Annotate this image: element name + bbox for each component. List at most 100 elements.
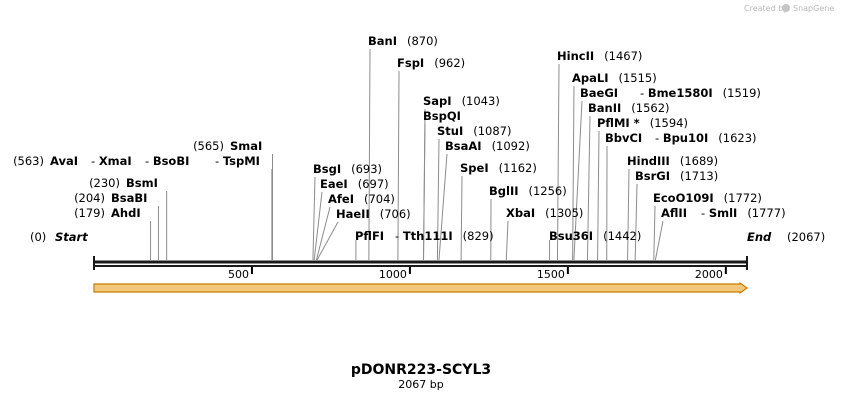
site-label-stuI[interactable]: StuI (1087) [437,124,512,138]
orf-arrow-shape[interactable] [93,281,749,295]
site-label-speI[interactable]: SpeI (1162) [460,161,537,175]
site-label-ahdI[interactable]: (179) AhdI [74,206,141,220]
site-pos-ecoO109I: (1772) [724,191,762,205]
site-name-bsmI: BsmI [126,176,158,190]
site-name-hincII: HincII [557,49,594,63]
leader-line-pflMI [597,130,600,261]
site-pos-tth111I: (829) [463,229,494,243]
site-pos-haeII: (706) [380,207,411,221]
site-label-bsaBI[interactable]: (204) BsaBI [74,191,147,205]
site-sep-bsoBI: - [145,154,153,168]
site-label-smaI[interactable]: (565) SmaI [193,139,262,153]
site-name-afeI: AfeI [328,192,354,206]
site-label-avaI[interactable]: (563) AvaI [13,154,78,168]
site-pos-banII: (1562) [631,101,669,115]
site-name-bpu10I: Bpu10I [663,131,708,145]
site-pos-smaI: (565) [193,139,224,153]
site-label-bsu36I[interactable]: Bsu36I (1442) [549,229,641,243]
leader-line-hincII [556,63,560,261]
branding-product: SnapGene [793,4,834,13]
site-label-bsaAI[interactable]: BsaAI (1092) [445,139,530,153]
leader-line-xbaI [505,220,509,261]
site-pos-fspI: (962) [434,56,465,70]
site-pos-eaeI: (697) [358,177,389,191]
leader-line-bspQI [423,123,426,261]
site-pos-bsaAI: (1092) [492,139,530,153]
site-name-pflMI: PflMI * [597,116,640,130]
site-label-ecoO109I[interactable]: EcoO109I (1772) [653,191,762,205]
site-label-banII[interactable]: BanII (1562) [588,101,670,115]
site-name-bsoBI: BsoBI [153,154,190,168]
site-label-aflII[interactable]: AflII [661,206,687,220]
site-label-bme1580I[interactable]: - Bme1580I (1519) [640,86,761,100]
site-label-apaLI[interactable]: ApaLI (1515) [572,71,657,85]
feature-arrow[interactable] [93,281,749,295]
ruler-tick-label: 2000 [695,268,723,281]
site-pos-ahdI: (179) [74,206,105,220]
site-name-banI: BanI [368,34,397,48]
site-name-bsgI: BsgI [313,162,341,176]
site-pos-bsmI: (230) [89,176,120,190]
site-label-tth111I[interactable]: - Tth111I (829) [395,229,494,243]
site-label-bbvCI[interactable]: BbvCI [605,131,642,145]
leader-line-speI [460,175,463,261]
site-name-xmaI: XmaI [99,154,132,168]
site-name-bsaBI: BsaBI [111,191,147,205]
site-name-bbvCI: BbvCI [605,131,642,145]
site-label-xbaI[interactable]: XbaI (1305) [506,206,583,220]
site-label-bsmI[interactable]: (230) BsmI [89,176,158,190]
site-pos-avaI: (563) [13,154,44,168]
leader-line-ecoO109I [653,205,656,261]
site-label-bspQI[interactable]: BspQI [423,109,461,123]
site-pos-sapI: (1043) [462,94,500,108]
site-label-sapI[interactable]: SapI (1043) [423,94,500,108]
site-name-ahdI: AhdI [111,206,141,220]
leader-line-bsgI [312,176,316,261]
site-name-aflII: AflII [661,206,687,220]
site-pos-bpu10I: (1623) [718,131,756,145]
site-name-stuI: StuI [437,124,463,138]
site-label-xmaI[interactable]: - XmaI [91,154,132,168]
site-sep-bpu10I: - [655,131,663,145]
site-label-haeII[interactable]: HaeII (706) [336,207,411,221]
site-name-sapI: SapI [423,94,452,108]
site-label-tspMI[interactable]: - TspMI [215,154,260,168]
site-label-pflFI[interactable]: PflFI [355,229,384,243]
site-name-haeII: HaeII [336,207,370,221]
site-label-banI[interactable]: BanI (870) [368,34,438,48]
site-name-bsu36I: Bsu36I [549,229,593,243]
site-label-bsrGI[interactable]: BsrGI (1713) [635,169,718,183]
site-name-smaI: SmaI [230,139,262,153]
site-label-bpu10I[interactable]: - Bpu10I (1623) [655,131,757,145]
site-label-fspI[interactable]: FspI (962) [397,56,465,70]
leader-line-apaLI [572,85,575,261]
site-name-avaI: AvaI [50,154,78,168]
site-label-bglII[interactable]: BglII (1256) [489,184,567,198]
start-pos: (0) [30,230,46,244]
site-label-smlI[interactable]: - SmlI (1777) [701,206,786,220]
site-label-eaeI[interactable]: EaeI (697) [320,177,389,191]
site-sep-bme1580I: - [640,86,648,100]
site-pos-bsgI: (693) [351,162,382,176]
map-title: pDONR223-SCYL3 2067 bp [351,362,491,391]
site-pos-afeI: (704) [364,192,395,206]
leader-line-banII [586,115,591,261]
site-pos-apaLI: (1515) [619,71,657,85]
site-label-hincII[interactable]: HincII (1467) [557,49,642,63]
start-label: (0) Start [30,230,88,244]
sequence-backbone[interactable] [93,256,748,270]
start-text: Start [55,230,88,244]
site-pos-bsu36I: (1442) [603,229,641,243]
leader-line-fspI [397,70,400,261]
site-name-apaLI: ApaLI [572,71,609,85]
leader-lines [150,48,664,261]
site-label-baeGI[interactable]: BaeGI [580,86,618,100]
site-pos-bglII: (1256) [529,184,567,198]
site-label-bsoBI[interactable]: - BsoBI [145,154,189,168]
site-label-pflMI[interactable]: PflMI * (1594) [597,116,688,130]
leader-line-afeI [315,206,331,261]
end-pos: (2067) [787,230,825,244]
site-label-hindIII[interactable]: HindIII (1689) [627,154,718,168]
site-label-bsgI[interactable]: BsgI (693) [313,162,382,176]
site-label-afeI[interactable]: AfeI (704) [328,192,395,206]
